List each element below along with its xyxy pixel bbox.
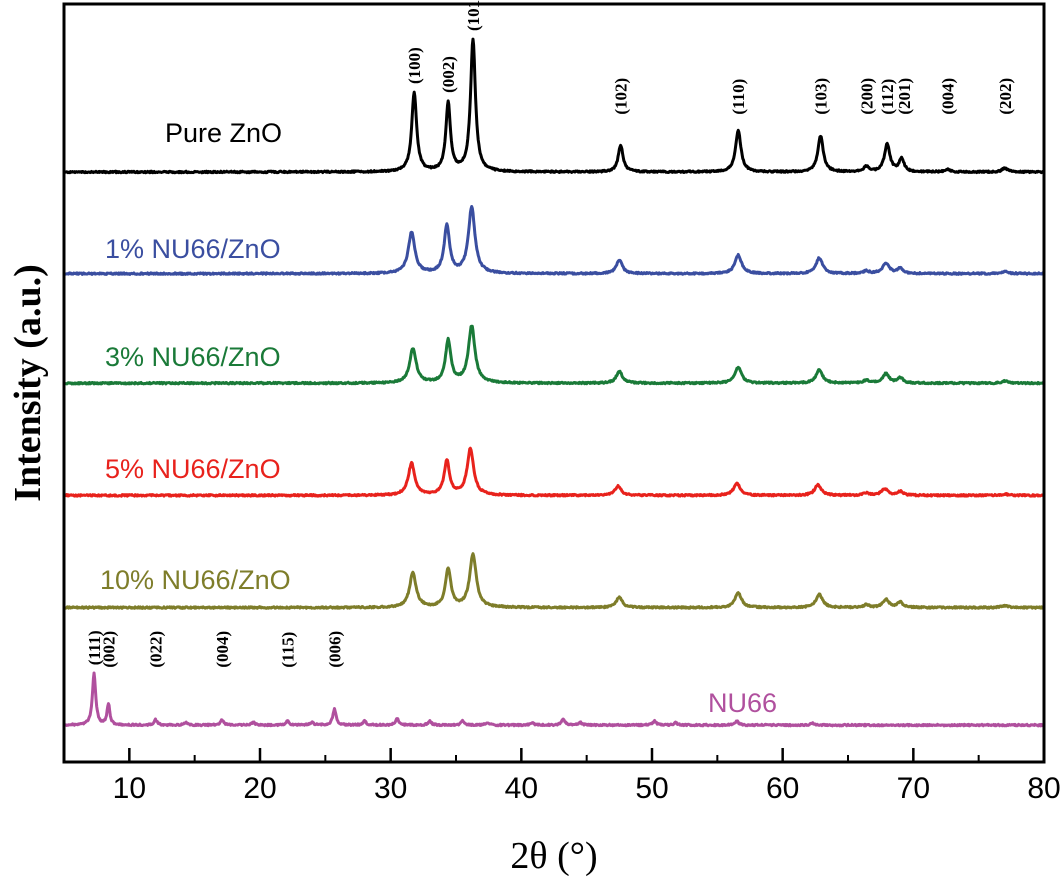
x-tick-label: 40 — [505, 772, 538, 805]
peak-label: (006) — [326, 631, 345, 668]
series-line-4 — [64, 446, 1045, 498]
x-tick-label: 60 — [766, 772, 799, 805]
peak-label: (115) — [278, 632, 297, 668]
series-label-1: Pure ZnO — [165, 118, 282, 148]
x-tick-label: 70 — [897, 772, 930, 805]
peak-label: (201) — [895, 78, 914, 115]
x-tick-label: 80 — [1027, 772, 1060, 805]
series-line-5 — [64, 552, 1045, 610]
y-axis-label: Intensity (a.u.) — [7, 264, 49, 502]
x-axis-label: 2θ (°) — [510, 835, 597, 877]
x-tick-label: 50 — [635, 772, 668, 805]
peak-label: (103) — [812, 78, 831, 115]
peak-label: (002) — [439, 56, 458, 93]
peak-label: (112) — [878, 79, 897, 115]
peak-label: (202) — [996, 78, 1015, 115]
series-line-3 — [64, 324, 1045, 386]
peak-label: (022) — [147, 631, 166, 668]
series-line-6 — [64, 671, 1045, 728]
x-tick-label: 20 — [243, 772, 276, 805]
series-label-3: 3% NU66/ZnO — [105, 342, 281, 372]
series-line-2 — [64, 205, 1045, 276]
series-label-2: 1% NU66/ZnO — [105, 234, 281, 264]
series-line-1 — [64, 37, 1045, 175]
peak-label: (004) — [938, 78, 957, 115]
peak-label: (102) — [612, 78, 631, 115]
x-tick-label: 30 — [374, 772, 407, 805]
peak-label: (200) — [857, 78, 876, 115]
peak-label: (002) — [99, 631, 118, 668]
peak-label: (100) — [405, 47, 424, 84]
plot-frame — [62, 2, 1046, 764]
peak-label: (110) — [729, 79, 748, 115]
series-label-4: 5% NU66/ZnO — [105, 454, 281, 484]
peak-label: (004) — [213, 631, 232, 668]
peak-label: (111) — [85, 630, 104, 665]
peak-label: (101) — [464, 0, 483, 31]
series-label-6: NU66 — [708, 688, 777, 718]
series-label-5: 10% NU66/ZnO — [100, 565, 291, 595]
x-tick-label: 10 — [113, 772, 146, 805]
